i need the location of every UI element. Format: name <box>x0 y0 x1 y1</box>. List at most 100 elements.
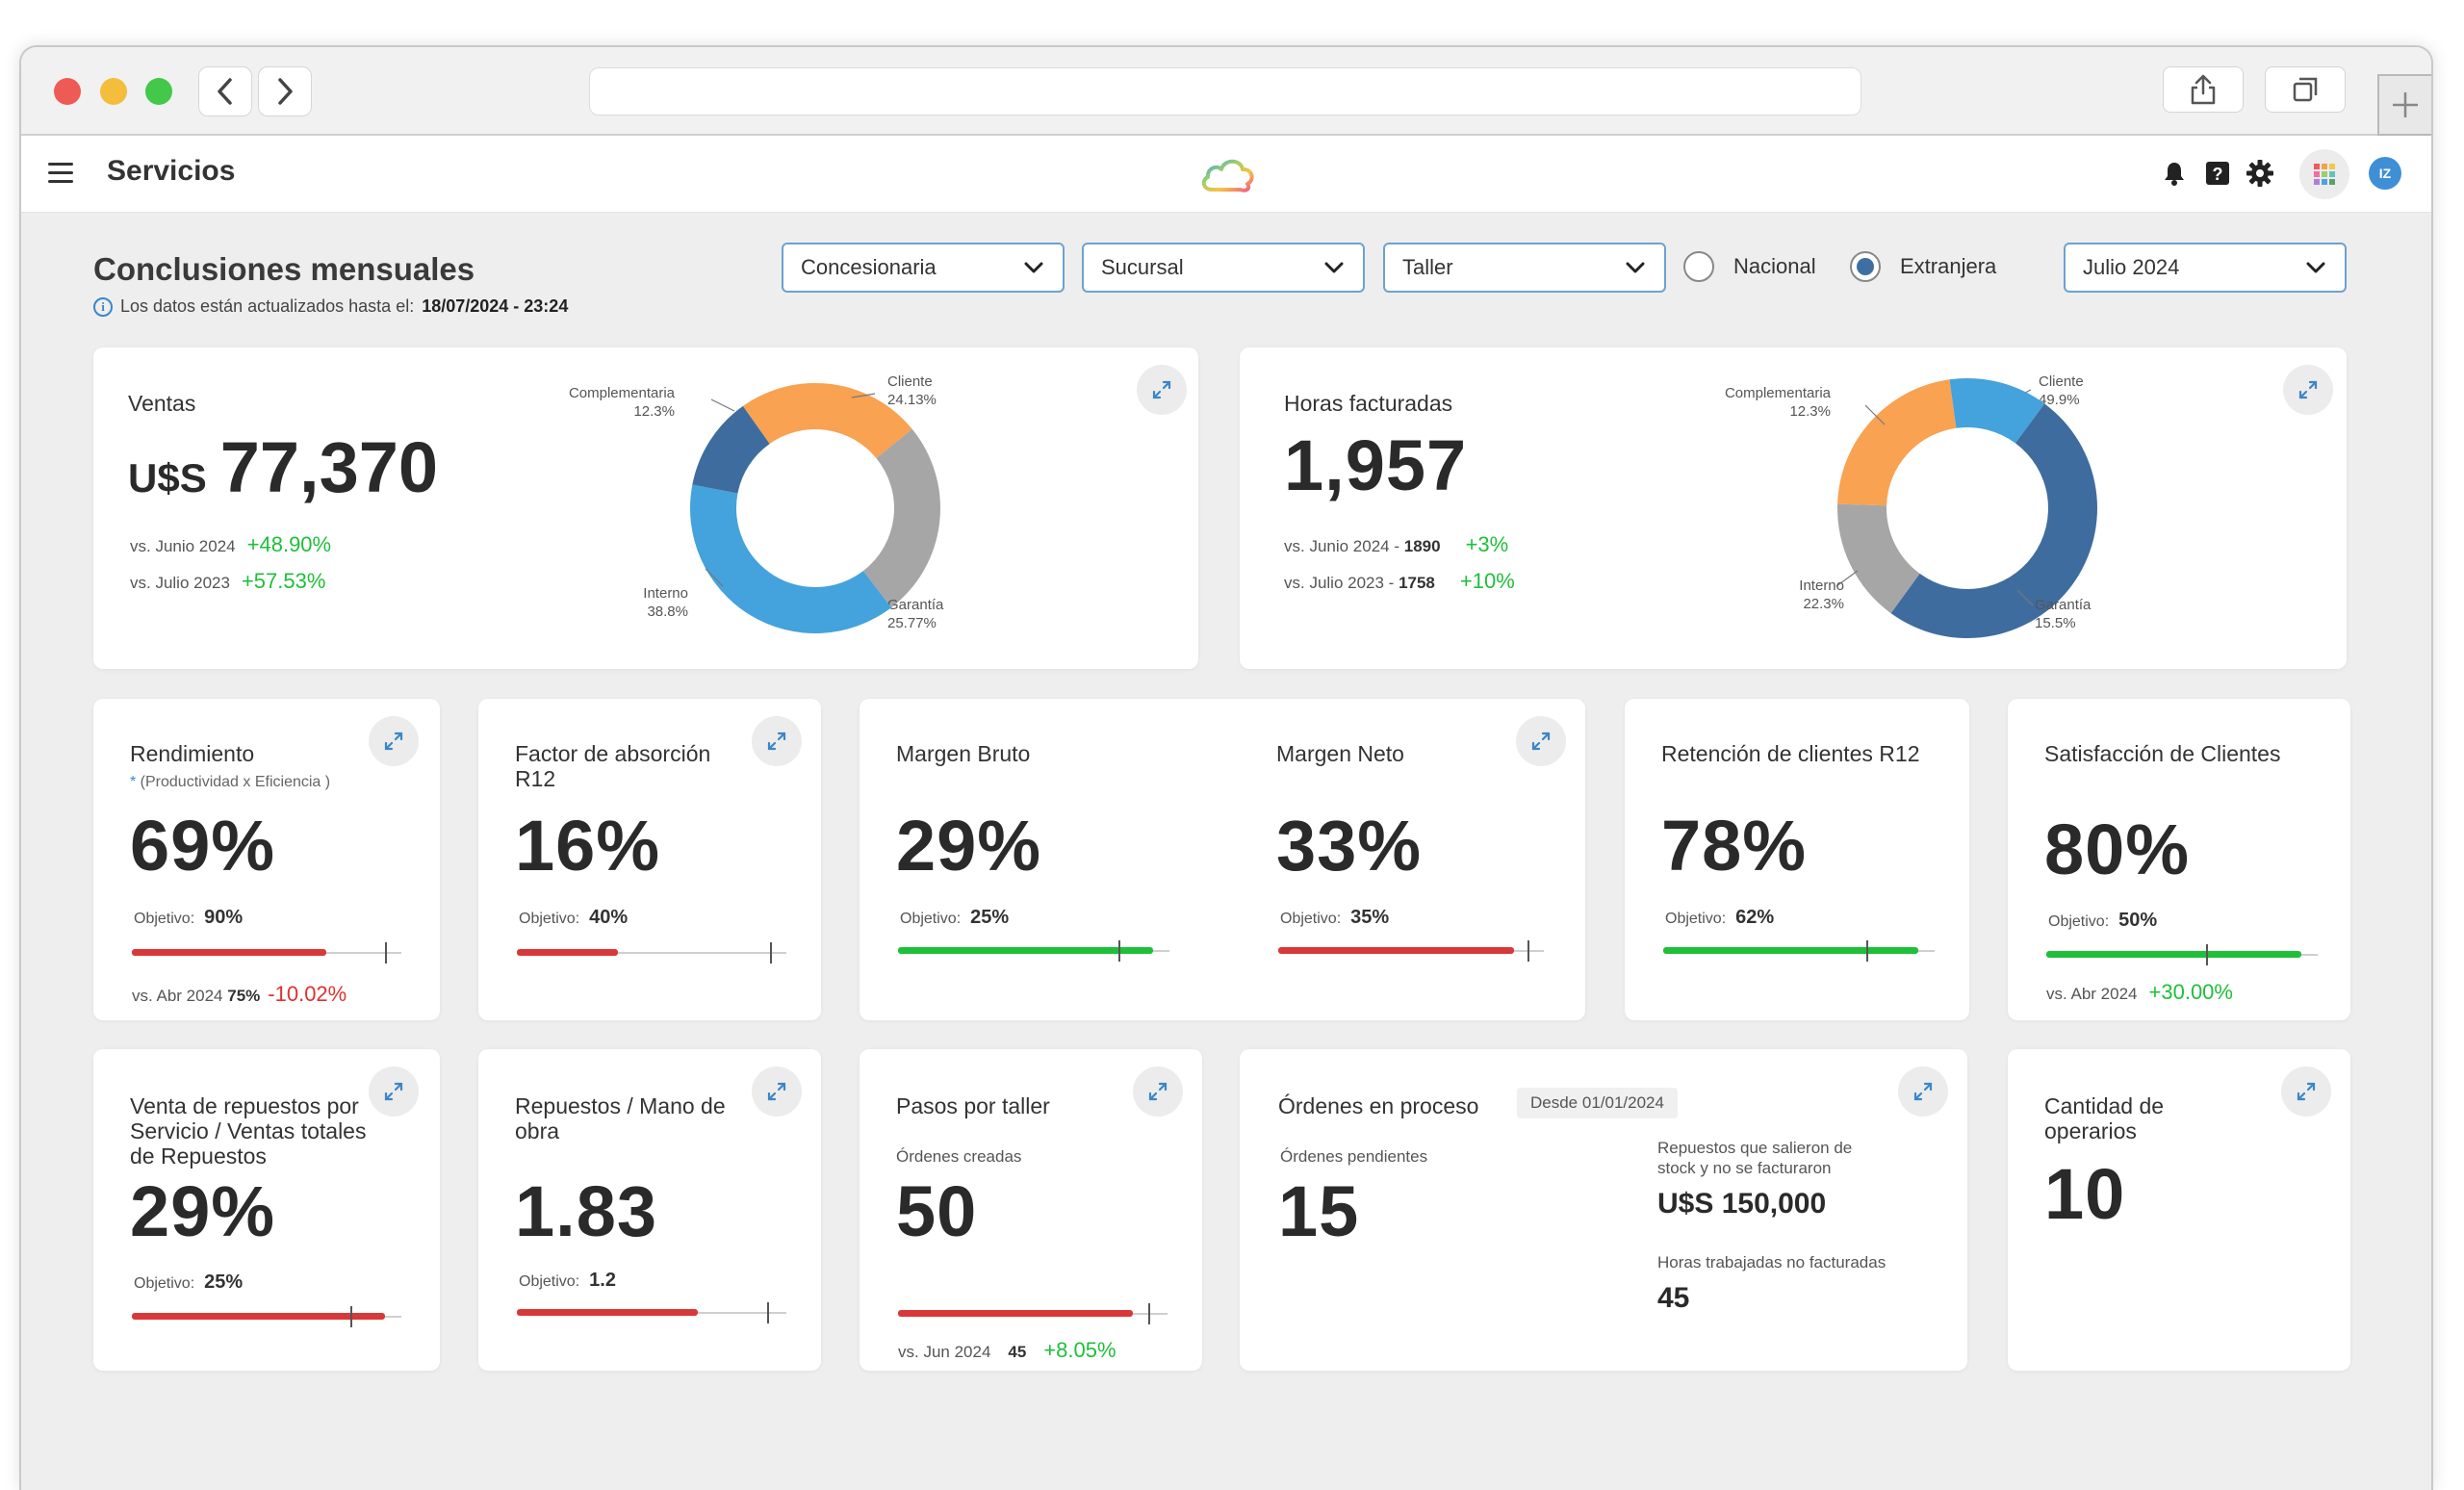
address-bar[interactable] <box>589 67 1861 116</box>
margen-expand-button[interactable] <box>1516 716 1566 766</box>
donut-value-label: 12.3% <box>633 403 675 420</box>
margen-bruto-title: Margen Bruto <box>896 741 1031 766</box>
venta-repuestos-value: 29% <box>130 1171 276 1251</box>
rendimiento-expand-button[interactable] <box>369 716 419 766</box>
menu-icon[interactable] <box>48 163 73 184</box>
donut-slice-complementaria <box>692 405 770 494</box>
help-icon[interactable]: ? <box>2201 157 2234 190</box>
repuestos-mano-title: Repuestos / Mano de obra <box>515 1093 726 1143</box>
donut-value-label: 24.13% <box>887 392 937 408</box>
operarios-card: Cantidad de operarios 10 <box>2008 1049 2350 1371</box>
chevron-left-icon <box>218 78 232 105</box>
factor-value: 16% <box>515 806 661 886</box>
rendimiento-cmp: vs. Abr 2024 75% -10.02% <box>132 982 347 1006</box>
expand-icon <box>384 1082 403 1101</box>
donut-category-label: Complementaria <box>569 385 676 401</box>
apps-grid-button[interactable] <box>2299 149 2349 199</box>
app-header: Servicios ? <box>21 136 2431 213</box>
ordenes-horas-label: Horas trabajadas no facturadas <box>1657 1253 1886 1272</box>
forward-button[interactable] <box>258 66 312 116</box>
radio-nacional[interactable]: Nacional <box>1683 251 1816 282</box>
ventas-value: 77,370 <box>219 427 439 507</box>
share-button[interactable] <box>2163 66 2244 113</box>
venta-repuestos-card: Venta de repuestos por Servicio / Ventas… <box>93 1049 440 1371</box>
donut-value-label: 49.9% <box>2039 392 2080 408</box>
donut-slice-cliente <box>1890 403 2097 638</box>
expand-icon <box>2297 1082 2316 1101</box>
radio-extranjera[interactable]: Extranjera <box>1850 251 1996 282</box>
donut-category-label: Interno <box>1799 578 1844 594</box>
repuestos-mano-fill <box>517 1309 698 1316</box>
sucursal-select[interactable]: Sucursal <box>1082 243 1365 293</box>
factor-expand-button[interactable] <box>752 716 802 766</box>
target-tick <box>1527 940 1530 962</box>
chevron-down-icon <box>2306 262 2325 273</box>
target-tick <box>770 942 773 963</box>
horas-title: Horas facturadas <box>1284 391 1453 416</box>
donut-category-label: Cliente <box>2039 373 2084 390</box>
margen-neto-value: 33% <box>1276 806 1423 886</box>
retencion-title: Retención de clientes R12 <box>1661 741 1920 766</box>
notifications-bell-icon[interactable] <box>2158 157 2191 190</box>
venta-repuestos-title: Venta de repuestos por Servicio / Ventas… <box>130 1093 367 1169</box>
donut-category-label: Interno <box>643 585 688 602</box>
donut-value-label: 38.8% <box>647 604 688 620</box>
close-window-button[interactable] <box>54 78 81 105</box>
rendimiento-card: Rendimiento * (Productividad x Eficienci… <box>93 699 440 1020</box>
horas-value: 1,957 <box>1284 425 1468 505</box>
repuestos-mano-value: 1.83 <box>515 1171 658 1251</box>
user-avatar[interactable]: IZ <box>2369 157 2401 190</box>
target-tick <box>2205 944 2208 965</box>
progress-fill <box>132 1313 386 1320</box>
venta-repuestos-expand-button[interactable] <box>369 1066 419 1117</box>
donut-slice-interno <box>1837 379 1957 506</box>
ventas-amount: U$S 77,370 <box>128 426 438 508</box>
radio-nacional-circle[interactable] <box>1683 251 1714 282</box>
new-tab-button[interactable] <box>2377 74 2431 136</box>
donut-leader-line <box>710 398 735 412</box>
radio-extranjera-circle[interactable] <box>1850 251 1881 282</box>
retencion-value: 78% <box>1661 806 1808 886</box>
taller-select[interactable]: Taller <box>1383 243 1666 293</box>
horas-expand-button[interactable] <box>2283 365 2333 415</box>
progress-fill <box>517 949 619 956</box>
minimize-window-button[interactable] <box>100 78 127 105</box>
donut-value-label: 15.5% <box>2035 615 2076 631</box>
tabs-overview-button[interactable] <box>2265 66 2346 113</box>
repuestos-mano-expand-button[interactable] <box>752 1066 802 1117</box>
satisfaccion-cmp: vs. Abr 2024 +30.00% <box>2046 980 2233 1004</box>
expand-icon <box>1913 1082 1933 1101</box>
ordenes-expand-button[interactable] <box>1898 1066 1948 1117</box>
expand-icon <box>767 1082 786 1101</box>
operarios-expand-button[interactable] <box>2281 1066 2331 1117</box>
ordenes-pend-label: Órdenes pendientes <box>1280 1147 1428 1166</box>
ventas-title: Ventas <box>128 391 196 416</box>
donut-leader-line <box>851 393 876 398</box>
factor-title: Factor de absorción R12 <box>515 741 711 791</box>
ventas-expand-button[interactable] <box>1137 365 1187 415</box>
ventas-card: Ventas U$S 77,370 vs. Junio 2024 +48.90% … <box>93 347 1198 669</box>
margen-neto-objective: Objetivo: 35% <box>1280 907 1390 928</box>
pasos-expand-button[interactable] <box>1133 1066 1183 1117</box>
concesionaria-select[interactable]: Concesionaria <box>782 243 1065 293</box>
donut-slice-garanta <box>862 428 940 608</box>
period-select[interactable]: Julio 2024 <box>2064 243 2347 293</box>
cloud-logo <box>1201 159 1254 193</box>
back-button[interactable] <box>198 66 252 116</box>
pasos-cmp: vs. Jun 2024 45 +8.05% <box>898 1338 1116 1362</box>
svg-text:?: ? <box>2213 165 2223 184</box>
horas-cmp-1: vs. Junio 2024 - 1890 +3% <box>1284 532 1509 556</box>
progress-fill <box>2046 951 2302 958</box>
repuestos-mano-card: Repuestos / Mano de obra 1.83 Objetivo: 1… <box>478 1049 821 1371</box>
info-icon: i <box>93 296 113 317</box>
donut-slice-garanta <box>1837 503 1920 614</box>
progress-fill <box>1663 947 1919 954</box>
ordenes-pend-value: 15 <box>1278 1171 1360 1251</box>
ordenes-rep-label: Repuestos que salieron de stock y no se … <box>1657 1139 1853 1177</box>
maximize-window-button[interactable] <box>145 78 172 105</box>
retencion-card: Retención de clientes R12 78% Objetivo: 6… <box>1625 699 1969 1020</box>
venta-repuestos-objective: Objetivo: 25% <box>134 1272 244 1293</box>
donut-leader-line <box>2016 589 2034 606</box>
settings-gear-icon[interactable] <box>2244 157 2276 190</box>
expand-icon <box>2298 380 2318 399</box>
